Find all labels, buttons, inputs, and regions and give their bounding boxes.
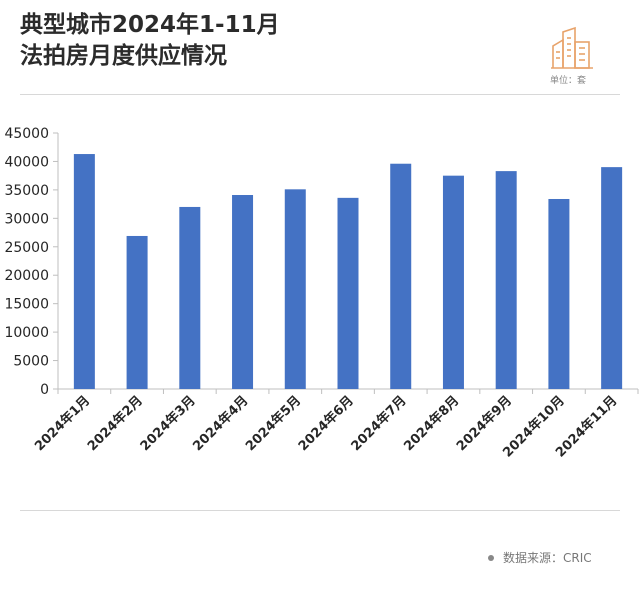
y-tick-label: 45000: [4, 126, 49, 142]
y-tick-label: 15000: [4, 297, 49, 313]
x-tick-label: 2024年1月: [32, 393, 94, 455]
x-tick-label: 2024年5月: [242, 393, 304, 455]
website-watermark: www.365jz.com: [505, 567, 635, 585]
x-tick-label: 2024年4月: [190, 393, 252, 455]
y-tick-label: 0: [40, 382, 49, 398]
y-tick-label: 10000: [4, 325, 49, 341]
bar-2024年1月: [73, 154, 95, 389]
x-tick-label: 2024年7月: [348, 393, 410, 455]
bar-2024年9月: [495, 171, 517, 389]
y-tick-label: 5000: [13, 354, 49, 370]
bullet-icon: [488, 554, 494, 561]
x-tick-label: 2024年6月: [295, 393, 357, 455]
building-icon: [551, 26, 593, 69]
chart-title-line-1: 典型城市2024年1-11月: [20, 12, 280, 38]
y-tick-label: 30000: [4, 211, 49, 227]
bar-chart: 0 5000 10000 15000 20000 25000 30000 35000 40000…: [4, 126, 639, 461]
bar-2024年11月: [601, 167, 623, 389]
bar-2024年3月: [179, 206, 201, 389]
bar-2024年4月: [232, 195, 254, 389]
footer-divider: [20, 510, 620, 511]
bar-2024年8月: [442, 175, 464, 389]
data-source: 数据来源：CRIC: [488, 549, 592, 566]
x-tick-label: 2024年3月: [137, 393, 199, 455]
x-tick-label: 2024年2月: [84, 393, 146, 455]
bar-2024年5月: [284, 189, 306, 389]
x-tick-label: 2024年8月: [401, 393, 463, 455]
header: 典型城市2024年1-11月 法拍房月度供应情况 单位：套: [0, 0, 640, 94]
y-tick-label: 35000: [4, 183, 49, 199]
y-tick-label: 20000: [4, 268, 49, 284]
unit-label: 单位：套: [549, 76, 586, 86]
bar-2024年6月: [337, 197, 359, 389]
bar-2024年10月: [548, 198, 570, 389]
y-tick-label: 25000: [4, 240, 49, 256]
bar-2024年2月: [126, 235, 148, 389]
header-divider: [20, 94, 620, 95]
y-tick-label: 40000: [4, 154, 49, 170]
website-text: www.365jz.com: [513, 569, 619, 583]
chart-title-line-2: 法拍房月度供应情况: [20, 43, 227, 69]
chart-title: 典型城市2024年1-11月 法拍房月度供应情况: [20, 10, 280, 72]
data-source-text: 数据来源：CRIC: [503, 551, 592, 565]
bar-2024年7月: [390, 163, 412, 389]
